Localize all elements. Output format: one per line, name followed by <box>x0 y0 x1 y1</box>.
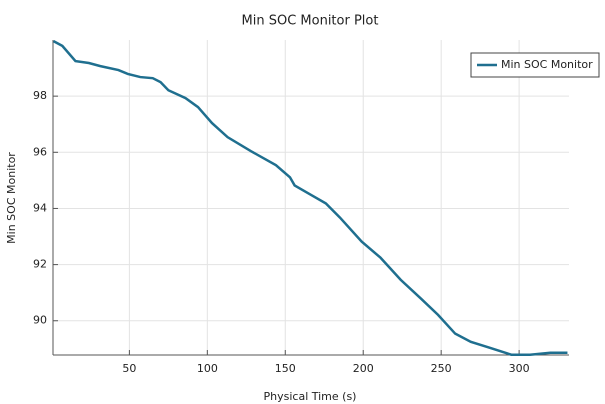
chart-title: Min SOC Monitor Plot <box>242 14 379 29</box>
x-axis-label: Physical Time (s) <box>264 390 357 403</box>
line <box>52 40 568 356</box>
legend-label: Min SOC Monitor <box>501 58 593 71</box>
x-tick-label: 150 <box>275 362 296 375</box>
x-tick-label: 300 <box>509 362 530 375</box>
y-tick-label: 94 <box>33 201 47 214</box>
x-tick-label: 250 <box>431 362 452 375</box>
y-tick-label: 90 <box>33 314 47 327</box>
y-tick-label: 96 <box>33 145 47 158</box>
y-tick-label: 98 <box>33 89 47 102</box>
y-axis-label: Min SOC Monitor <box>5 152 18 244</box>
x-tick-label: 200 <box>353 362 374 375</box>
x-tick-label: 100 <box>197 362 218 375</box>
y-tick-label: 92 <box>33 258 47 271</box>
x-tick-label: 50 <box>122 362 136 375</box>
